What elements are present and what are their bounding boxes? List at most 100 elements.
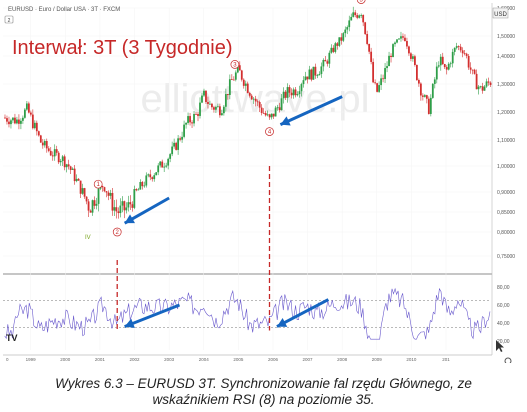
candle-body bbox=[415, 64, 418, 81]
info-badge[interactable] bbox=[4, 15, 14, 24]
price-arrow-head bbox=[280, 116, 291, 126]
candle-body bbox=[240, 70, 243, 80]
time-tick-label: 2008 bbox=[337, 357, 348, 362]
candle-body bbox=[69, 166, 72, 170]
candle-body bbox=[386, 66, 388, 69]
time-tick-label: 201 bbox=[442, 357, 450, 362]
candle-body bbox=[447, 63, 450, 70]
price-arrow bbox=[279, 95, 343, 126]
candle-body bbox=[12, 117, 14, 121]
candle-body bbox=[435, 66, 438, 80]
candle-body bbox=[467, 55, 470, 68]
candle-body bbox=[18, 119, 20, 124]
candle-body bbox=[414, 56, 416, 65]
candle-body bbox=[376, 83, 378, 92]
price-tick-label: 1,00000 bbox=[497, 164, 515, 170]
candle-body bbox=[25, 103, 28, 110]
candle-body bbox=[187, 116, 189, 123]
candle-body bbox=[53, 149, 56, 157]
time-tick-label: 2000 bbox=[60, 357, 71, 362]
candle-body bbox=[400, 36, 402, 39]
rsi-tick-label: 80,00 bbox=[497, 285, 510, 291]
price-tick-label: 1,40000 bbox=[497, 54, 515, 60]
price-tick-label: 1,30000 bbox=[497, 82, 515, 88]
candle-body bbox=[115, 207, 118, 212]
candle-body bbox=[252, 98, 255, 100]
candle-body bbox=[334, 43, 337, 52]
candle-body bbox=[324, 59, 327, 62]
candle-body bbox=[314, 66, 317, 76]
candle-body bbox=[173, 142, 176, 147]
candle-body bbox=[67, 164, 70, 167]
wave-label-circle bbox=[93, 179, 103, 189]
rsi-arrow bbox=[276, 298, 330, 328]
candle-body bbox=[406, 41, 408, 47]
candle-body bbox=[91, 200, 94, 213]
candle-body bbox=[226, 94, 229, 96]
candle-body bbox=[183, 124, 185, 137]
time-tick-label: 2006 bbox=[268, 357, 279, 362]
candle-body bbox=[6, 118, 8, 122]
wave-label: 1 bbox=[97, 182, 101, 188]
candle-body bbox=[77, 178, 80, 181]
candle-body bbox=[199, 102, 201, 116]
price-arrow-head bbox=[124, 214, 135, 224]
candle-body bbox=[238, 65, 241, 71]
candle-body bbox=[404, 37, 406, 42]
candle-body bbox=[14, 117, 16, 124]
candle-body bbox=[302, 80, 305, 85]
candle-body bbox=[479, 86, 482, 88]
candle-body bbox=[258, 101, 261, 108]
candle-body bbox=[278, 107, 281, 111]
candle-body bbox=[45, 140, 48, 149]
candle-body bbox=[61, 156, 64, 161]
candle-body bbox=[338, 37, 341, 46]
candle-body bbox=[461, 50, 464, 54]
candle-body bbox=[300, 84, 303, 92]
candle-body bbox=[93, 200, 96, 206]
candle-body bbox=[322, 59, 325, 67]
candle-body bbox=[23, 109, 26, 118]
candle-body bbox=[224, 94, 227, 107]
candle-body bbox=[344, 29, 347, 34]
time-tick-label: 2005 bbox=[233, 357, 244, 362]
time-tick-label: 1999 bbox=[26, 357, 37, 362]
wave-label: 5 bbox=[360, 0, 364, 4]
rsi-tick-label: 20,00 bbox=[497, 339, 510, 345]
candle-body bbox=[127, 202, 130, 208]
candle-body bbox=[185, 122, 187, 125]
cursor-arrow-icon[interactable] bbox=[496, 340, 504, 352]
chart-background bbox=[0, 0, 527, 363]
candle-body bbox=[105, 191, 108, 193]
candle-body bbox=[141, 181, 144, 187]
currency-badge[interactable] bbox=[492, 7, 509, 19]
candle-body bbox=[37, 131, 40, 136]
candle-body bbox=[284, 91, 287, 98]
info-badge-label: 2 bbox=[8, 18, 11, 24]
candle-body bbox=[63, 156, 66, 168]
candle-body bbox=[234, 72, 237, 80]
candle-body bbox=[203, 90, 205, 96]
candle-body bbox=[220, 113, 223, 116]
candle-body bbox=[145, 175, 148, 186]
candle-body bbox=[427, 98, 430, 114]
candle-body bbox=[326, 61, 329, 64]
candle-body bbox=[332, 47, 335, 52]
wave-label-circle bbox=[230, 60, 240, 69]
candle-body bbox=[209, 103, 211, 105]
price-tick-label: 0,75000 bbox=[497, 254, 515, 260]
candle-body bbox=[147, 174, 150, 176]
candle-body bbox=[242, 79, 245, 86]
candle-body bbox=[445, 67, 448, 70]
time-tick-label: 0 bbox=[6, 357, 9, 362]
candle-body bbox=[139, 181, 142, 190]
rsi-tick-label: 60,00 bbox=[497, 303, 510, 309]
candle-body bbox=[51, 155, 54, 157]
candle-body bbox=[475, 73, 478, 90]
candle-body bbox=[207, 102, 209, 104]
rsi-line bbox=[4, 287, 491, 340]
candle-body bbox=[312, 66, 315, 80]
candle-body bbox=[268, 114, 271, 118]
candle-body bbox=[352, 12, 355, 17]
candle-body bbox=[354, 12, 357, 16]
